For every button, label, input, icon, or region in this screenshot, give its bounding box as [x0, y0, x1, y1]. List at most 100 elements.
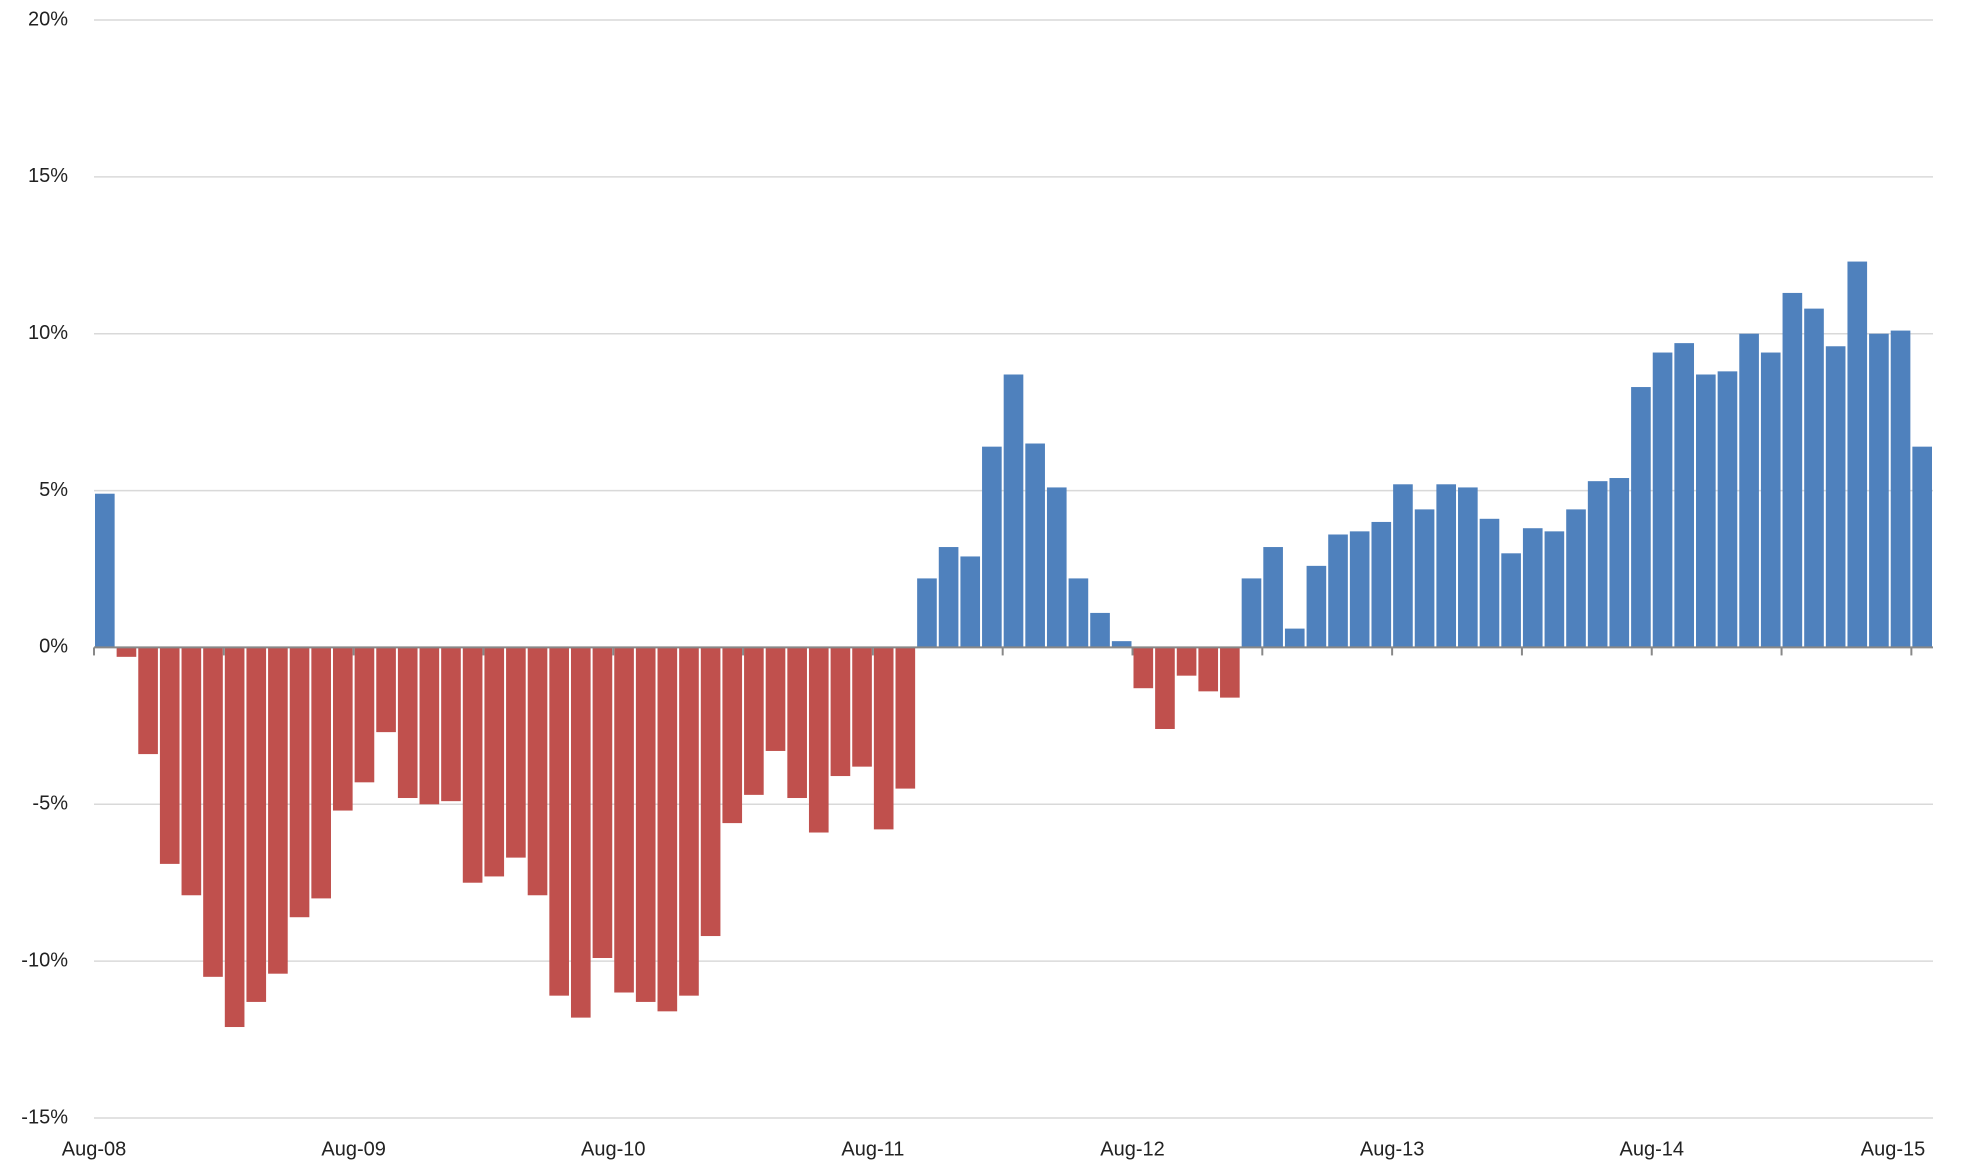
- bar: [224, 647, 245, 1028]
- bar: [397, 647, 418, 799]
- x-tick-label: Aug-15: [1861, 1138, 1926, 1160]
- bar: [1479, 518, 1500, 648]
- bar: [268, 647, 288, 974]
- y-tick-label: 0%: [39, 636, 68, 658]
- bar: [960, 556, 981, 648]
- bar: [1587, 481, 1608, 648]
- bar: [1631, 387, 1651, 648]
- bar: [1198, 647, 1219, 692]
- bar: [1609, 478, 1630, 648]
- x-tick-label: Aug-13: [1360, 1138, 1425, 1160]
- bar: [1522, 528, 1543, 648]
- bar: [1458, 487, 1478, 648]
- bar: [1501, 553, 1521, 648]
- bar: [419, 647, 440, 805]
- bar: [1306, 565, 1327, 648]
- bar: [1869, 333, 1889, 648]
- bar: [830, 647, 851, 777]
- bar: [1782, 292, 1803, 648]
- y-tick-label: -15%: [21, 1106, 68, 1128]
- bar: [311, 647, 331, 899]
- bar: [1025, 443, 1045, 648]
- bar: [527, 647, 548, 896]
- bar: [982, 446, 1002, 648]
- bar: [1825, 346, 1846, 648]
- bar: [1890, 330, 1911, 648]
- y-tick-label: 15%: [28, 165, 68, 187]
- bar: [808, 647, 829, 833]
- y-tick-label: 5%: [39, 479, 68, 501]
- bar: [852, 647, 872, 767]
- bar: [441, 647, 461, 802]
- bar: [506, 647, 526, 858]
- bar: [1176, 647, 1197, 676]
- bar: [1847, 261, 1868, 648]
- x-tick-label: Aug-09: [321, 1138, 386, 1160]
- bar: [1760, 352, 1781, 648]
- bar: [592, 647, 613, 959]
- x-tick-label: Aug-14: [1619, 1138, 1684, 1160]
- x-tick-label: Aug-08: [62, 1138, 127, 1160]
- bar: [1284, 628, 1305, 648]
- bar: [1068, 578, 1089, 648]
- bar: [1241, 578, 1262, 648]
- bar: [1090, 612, 1110, 648]
- bar: [159, 647, 180, 864]
- bar: [1717, 371, 1738, 648]
- bar: [1349, 531, 1370, 648]
- bar: [657, 647, 678, 1012]
- bar: [138, 647, 158, 755]
- bar: [181, 647, 202, 896]
- bar: [1739, 333, 1759, 648]
- bar: [873, 647, 894, 830]
- bar: [1328, 534, 1348, 648]
- x-tick-label: Aug-12: [1100, 1138, 1165, 1160]
- bar: [203, 647, 223, 977]
- y-tick-label: 10%: [28, 322, 68, 344]
- bar: [1371, 521, 1392, 648]
- bar: [1263, 547, 1283, 648]
- bar: [1414, 509, 1435, 648]
- bar: [679, 647, 699, 996]
- bar: [95, 493, 115, 648]
- bar: [246, 647, 267, 1002]
- y-tick-label: 20%: [28, 8, 68, 30]
- bar: [376, 647, 396, 733]
- bar: [744, 647, 764, 795]
- bar: [1133, 647, 1154, 689]
- bar: [1220, 647, 1240, 698]
- bar: [722, 647, 743, 824]
- y-tick-label: -5%: [32, 793, 68, 815]
- bar: [289, 647, 310, 918]
- bar: [1804, 308, 1824, 648]
- bar: [1155, 647, 1175, 729]
- bar: [895, 647, 916, 789]
- x-tick-label: Aug-10: [581, 1138, 646, 1160]
- bar: [917, 578, 937, 648]
- bar: [1436, 484, 1457, 648]
- bar: [938, 547, 959, 648]
- bar: [1046, 487, 1067, 648]
- bar: [1696, 374, 1716, 648]
- bar: [765, 647, 786, 751]
- bar: [549, 647, 569, 996]
- bar: [332, 647, 353, 811]
- bar: [1003, 374, 1024, 648]
- bar: [1111, 641, 1132, 648]
- bar: [1393, 484, 1413, 648]
- y-tick-label: -10%: [21, 949, 68, 971]
- bar: [1566, 509, 1586, 648]
- bar: [1674, 343, 1695, 648]
- bar: [354, 647, 375, 783]
- bar: [614, 647, 634, 993]
- bar: [116, 647, 137, 657]
- bar: [635, 647, 656, 1002]
- x-tick-label: Aug-11: [841, 1138, 904, 1160]
- bar: [787, 647, 807, 799]
- bar: [484, 647, 505, 877]
- bar: [1912, 446, 1932, 648]
- bar: [570, 647, 591, 1018]
- bar: [1652, 352, 1673, 648]
